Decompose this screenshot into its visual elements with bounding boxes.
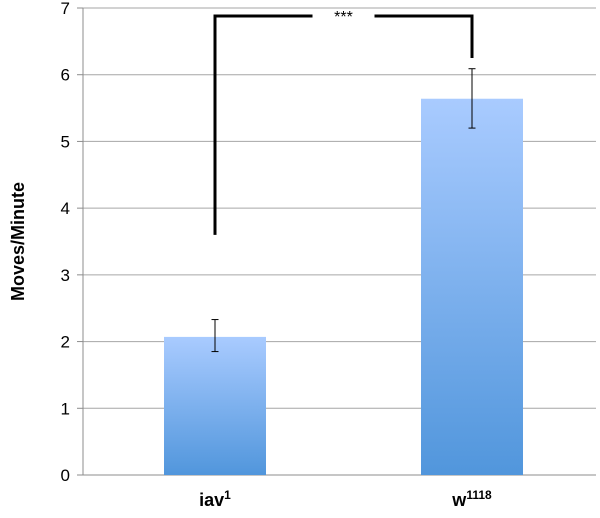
y-tick-label: 2 [61,333,70,352]
labels: 0 1 2 3 4 5 6 7 Moves/Minute iav1 w1118 [8,0,492,510]
y-axis-label: Moves/Minute [8,182,28,301]
y-tick-label: 1 [61,399,70,418]
y-tick-label: 4 [61,199,70,218]
x-tick-label-1: w1118 [451,488,492,510]
y-tick-label: 0 [61,466,70,485]
significance-bracket-left [213,14,313,235]
y-tick-label: 5 [61,132,70,151]
bar-0 [164,336,266,475]
y-tick-label: 6 [61,66,70,85]
bar-1 [421,98,523,475]
x-tick-label-0: iav1 [199,488,231,510]
significance-bracket: *** [213,9,474,235]
error-bars [211,68,476,353]
significance-label: *** [334,9,353,26]
y-tick-label: 3 [61,266,70,285]
bars [164,98,523,475]
y-tick-label: 7 [61,0,70,18]
significance-bracket-right [374,14,474,59]
